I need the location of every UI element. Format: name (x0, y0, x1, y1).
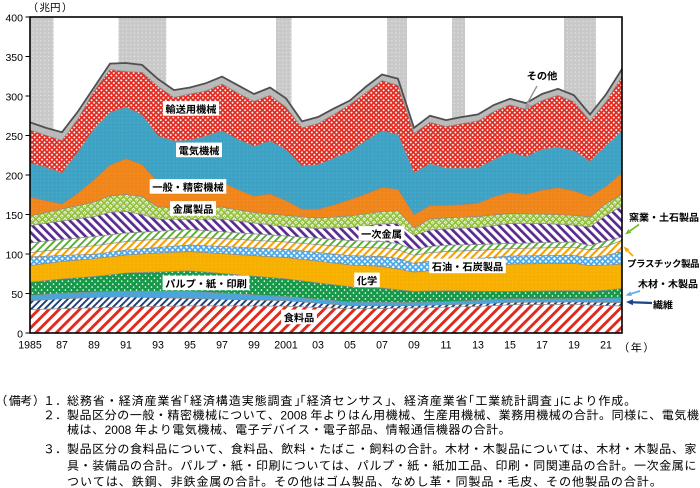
svg-text:350: 350 (5, 52, 23, 64)
svg-text:300: 300 (5, 91, 23, 103)
svg-text:89: 89 (88, 340, 100, 352)
svg-text:250: 250 (5, 131, 23, 143)
svg-text:03: 03 (312, 340, 324, 352)
svg-text:200: 200 (5, 170, 23, 182)
svg-text:0: 0 (17, 328, 23, 340)
svg-text:91: 91 (120, 340, 132, 352)
svg-text:2008: 2008 (280, 408, 307, 422)
svg-text:17: 17 (536, 340, 548, 352)
svg-text:05: 05 (344, 340, 356, 352)
svg-text:07: 07 (376, 340, 388, 352)
svg-text:15: 15 (504, 340, 516, 352)
svg-text:93: 93 (152, 340, 164, 352)
svg-text:95: 95 (184, 340, 196, 352)
svg-text:99: 99 (248, 340, 260, 352)
svg-text:09: 09 (408, 340, 420, 352)
svg-text:21: 21 (600, 340, 612, 352)
svg-text:50: 50 (11, 289, 23, 301)
svg-text:400: 400 (5, 12, 23, 24)
svg-text:100: 100 (5, 249, 23, 261)
svg-text:87: 87 (56, 340, 68, 352)
svg-text:1985: 1985 (18, 340, 42, 352)
svg-text:2008: 2008 (105, 423, 132, 437)
svg-text:19: 19 (568, 340, 580, 352)
svg-text:13: 13 (472, 340, 484, 352)
svg-text:97: 97 (216, 340, 228, 352)
svg-text:2001: 2001 (274, 340, 298, 352)
svg-text:150: 150 (5, 210, 23, 222)
svg-text:11: 11 (441, 340, 452, 352)
